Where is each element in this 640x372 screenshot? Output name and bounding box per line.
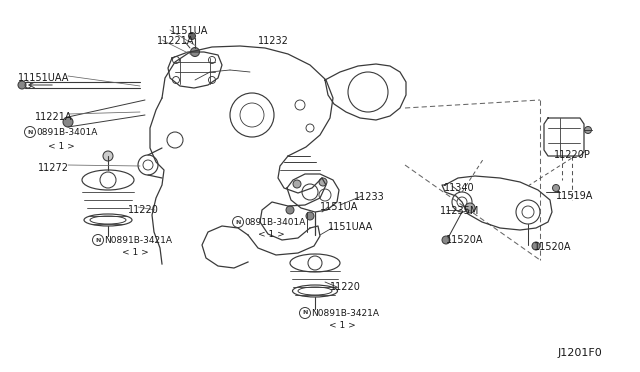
Text: 11235M: 11235M — [440, 206, 479, 216]
Text: < 1 >: < 1 > — [122, 248, 148, 257]
Text: 11272: 11272 — [38, 163, 69, 173]
Circle shape — [442, 236, 450, 244]
Circle shape — [319, 178, 327, 186]
Circle shape — [584, 126, 591, 134]
Circle shape — [191, 48, 200, 57]
Text: 11151UAA: 11151UAA — [18, 73, 69, 83]
Text: N: N — [236, 219, 241, 224]
Text: 11340: 11340 — [444, 183, 475, 193]
Text: N: N — [95, 237, 100, 243]
Text: < 1 >: < 1 > — [329, 321, 356, 330]
Text: J1201F0: J1201F0 — [558, 348, 603, 358]
Text: 11221A: 11221A — [157, 36, 195, 46]
Circle shape — [103, 151, 113, 161]
Circle shape — [293, 180, 301, 188]
Text: 11519A: 11519A — [556, 191, 593, 201]
Text: N0891B-3421A: N0891B-3421A — [104, 236, 172, 245]
Text: 11220P: 11220P — [554, 150, 591, 160]
Text: 0891B-3401A: 0891B-3401A — [36, 128, 97, 137]
Circle shape — [286, 206, 294, 214]
Text: N0891B-3421A: N0891B-3421A — [311, 309, 379, 318]
Text: N: N — [302, 311, 308, 315]
Text: 1151UA: 1151UA — [320, 202, 358, 212]
Text: 11232: 11232 — [258, 36, 289, 46]
Text: 11220: 11220 — [330, 282, 361, 292]
Circle shape — [306, 212, 314, 220]
Text: < 1 >: < 1 > — [258, 230, 285, 239]
Circle shape — [18, 81, 26, 89]
Circle shape — [189, 32, 195, 39]
Text: N: N — [28, 129, 33, 135]
Text: 11221A: 11221A — [35, 112, 72, 122]
Text: 11220: 11220 — [128, 205, 159, 215]
Circle shape — [63, 117, 73, 127]
Text: < 1 >: < 1 > — [48, 142, 75, 151]
Circle shape — [532, 242, 540, 250]
Text: 11233: 11233 — [354, 192, 385, 202]
Text: 11520A: 11520A — [446, 235, 483, 245]
Text: 0891B-3401A: 0891B-3401A — [244, 218, 305, 227]
Text: 1151UAA: 1151UAA — [328, 222, 373, 232]
Text: 1151UA: 1151UA — [170, 26, 209, 36]
Text: 11520A: 11520A — [534, 242, 572, 252]
Circle shape — [465, 203, 475, 213]
Circle shape — [552, 185, 559, 192]
